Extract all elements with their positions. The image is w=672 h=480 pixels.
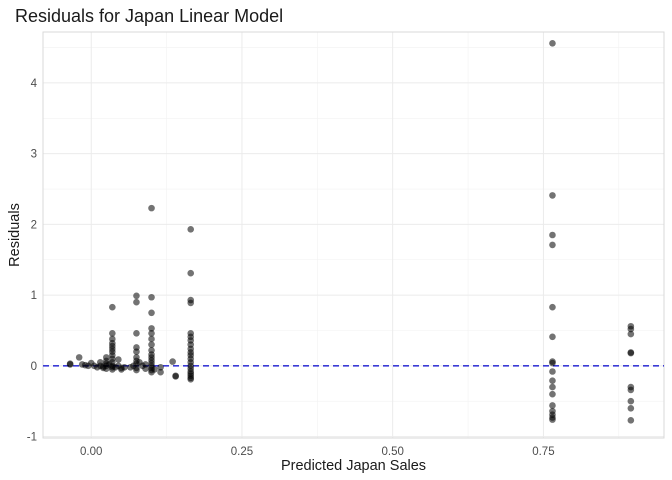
data-point — [133, 330, 140, 337]
data-point — [549, 333, 556, 341]
plot-panel-border — [42, 31, 665, 439]
data-point — [109, 303, 116, 311]
data-point — [187, 269, 195, 277]
data-point — [627, 417, 635, 424]
data-point — [157, 368, 164, 376]
data-point — [109, 335, 116, 343]
grid-lines — [43, 32, 664, 438]
data-point — [627, 349, 635, 357]
data-point — [549, 402, 556, 409]
x-tick-label: 0.00 — [80, 446, 102, 458]
data-point — [627, 397, 635, 405]
data-point — [627, 325, 635, 333]
data-point — [549, 390, 556, 398]
data-point — [148, 346, 155, 354]
data-point — [133, 292, 140, 300]
data-point — [549, 359, 556, 367]
data-point — [549, 377, 556, 385]
data-point — [627, 330, 635, 338]
data-points — [66, 40, 635, 424]
data-point — [549, 303, 556, 311]
data-point — [151, 366, 158, 373]
data-point — [142, 361, 149, 368]
data-point — [148, 341, 155, 348]
x-axis-title: Predicted Japan Sales — [281, 458, 426, 474]
y-axis-ticks: -1 0 1 2 3 4 — [27, 78, 38, 444]
x-axis-ticks: 0.00 0.25 0.50 0.75 — [80, 446, 555, 458]
data-point — [121, 363, 128, 371]
data-point — [148, 335, 155, 343]
data-point — [148, 293, 155, 301]
data-point — [66, 361, 74, 368]
data-point — [549, 231, 556, 239]
data-point — [75, 354, 83, 361]
data-point — [549, 368, 556, 375]
chart-title: Residuals for Japan Linear Model — [15, 6, 283, 26]
data-point — [148, 204, 155, 212]
data-point — [187, 296, 195, 304]
y-axis-title: Residuals — [7, 203, 23, 267]
data-point — [169, 358, 176, 365]
data-point — [549, 383, 556, 391]
data-point — [109, 330, 116, 337]
data-point — [148, 309, 155, 317]
data-point — [133, 298, 140, 306]
y-tick-label: 3 — [31, 149, 37, 161]
data-point — [187, 375, 195, 383]
y-tick-label: 4 — [31, 78, 38, 90]
data-point — [133, 354, 140, 361]
x-tick-label: 0.75 — [532, 446, 554, 458]
data-point — [549, 192, 556, 199]
data-point — [115, 356, 122, 363]
y-tick-label: 0 — [31, 361, 37, 373]
data-point — [627, 386, 635, 394]
data-point — [133, 366, 140, 374]
data-point — [187, 330, 195, 337]
y-tick-label: 2 — [31, 219, 37, 231]
data-point — [549, 40, 556, 47]
data-point — [549, 241, 556, 249]
x-tick-label: 0.25 — [231, 446, 253, 458]
data-point — [148, 330, 155, 337]
y-tick-label: -1 — [27, 432, 37, 444]
data-point — [172, 373, 179, 380]
data-point — [148, 325, 155, 332]
data-point — [133, 344, 140, 351]
data-point — [103, 354, 110, 361]
x-tick-label: 0.50 — [381, 446, 403, 458]
data-point — [157, 363, 164, 371]
y-tick-label: 1 — [31, 290, 37, 302]
data-point — [627, 404, 635, 412]
data-point — [187, 226, 195, 233]
data-point — [549, 416, 556, 423]
